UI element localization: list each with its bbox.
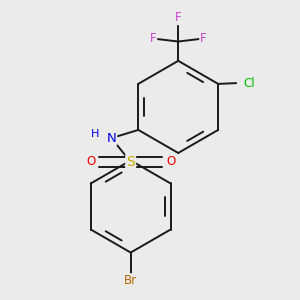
Text: N: N bbox=[106, 132, 116, 145]
Text: F: F bbox=[150, 32, 156, 45]
Text: F: F bbox=[200, 32, 207, 45]
Text: S: S bbox=[126, 155, 135, 169]
Text: O: O bbox=[166, 155, 176, 168]
Text: Br: Br bbox=[124, 274, 137, 287]
Text: F: F bbox=[175, 11, 181, 24]
Text: H: H bbox=[91, 129, 99, 139]
Text: O: O bbox=[86, 155, 95, 168]
Text: Cl: Cl bbox=[244, 76, 255, 90]
